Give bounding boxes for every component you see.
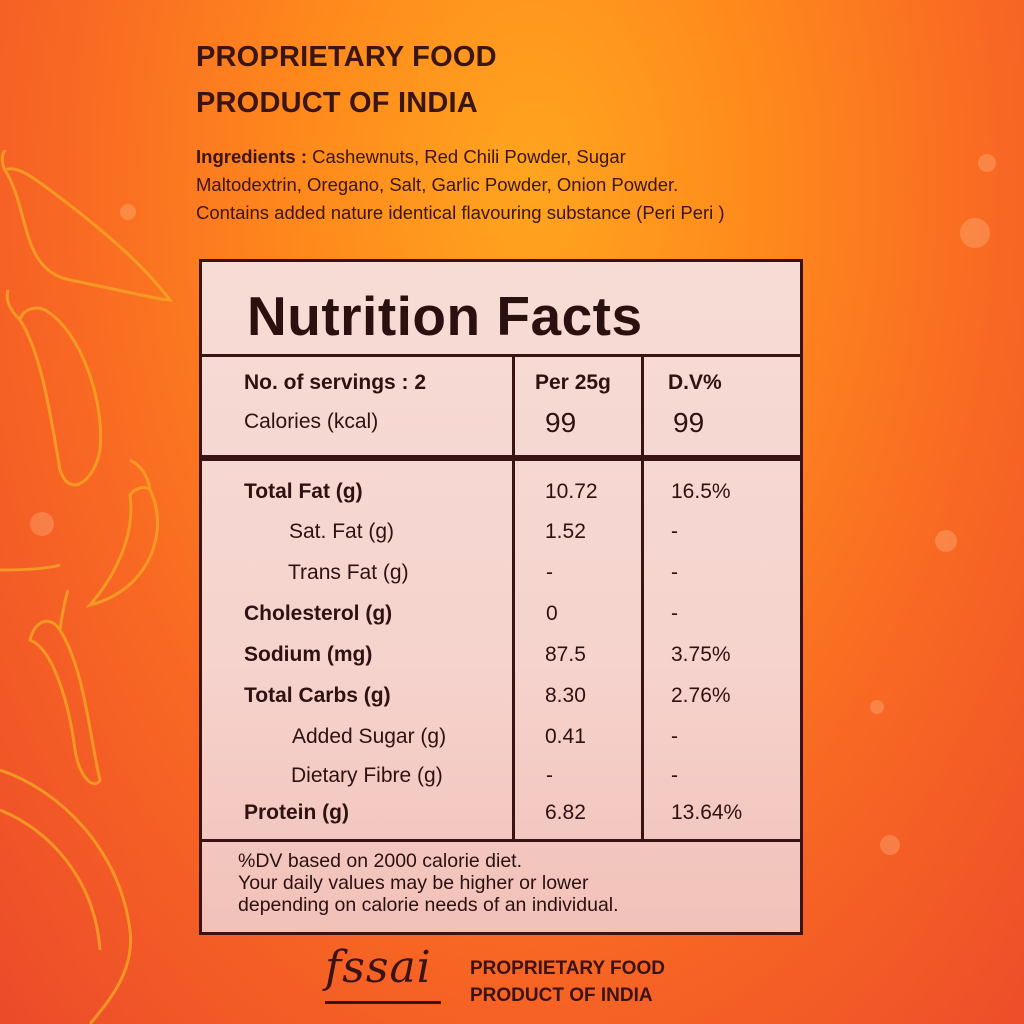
nutrient-dv: -	[671, 725, 678, 748]
nutrition-facts-panel: Nutrition Facts No. of servings : 2 Calo…	[199, 259, 803, 935]
nutrient-name: Total Carbs (g)	[244, 684, 391, 707]
nutrient-value: -	[546, 764, 553, 787]
nutrient-dv: -	[671, 561, 678, 584]
nutrient-value: 0	[546, 602, 558, 625]
nutrient-dv: 16.5%	[671, 480, 731, 503]
nutrient-value: 8.30	[545, 684, 586, 707]
header-line-2: PRODUCT OF INDIA	[196, 87, 478, 119]
nutrient-name: Added Sugar (g)	[292, 725, 447, 748]
footnote: %DV based on 2000 calorie diet. Your dai…	[238, 850, 619, 916]
servings-label: No. of servings : 2	[244, 371, 427, 394]
nutrient-dv: -	[671, 764, 678, 787]
column-divider	[641, 354, 644, 839]
nutrient-name: Total Fat (g)	[244, 480, 363, 503]
nutrient-name: Sodium (mg)	[244, 643, 373, 666]
ingredients: Ingredients : Cashewnuts, Red Chili Powd…	[196, 143, 725, 227]
ingredients-label: Ingredients :	[196, 146, 308, 167]
bokeh-dot	[880, 835, 900, 855]
section-divider	[202, 455, 800, 461]
calories-dv: 99	[673, 407, 705, 438]
footnote-line-2: Your daily values may be higher or lower	[238, 872, 589, 894]
bokeh-dot	[935, 530, 957, 552]
nutrient-dv: -	[671, 602, 678, 625]
nutrient-value: 1.52	[545, 520, 586, 543]
header-line-1: PROPRIETARY FOOD	[196, 41, 497, 73]
per-serving-label: Per 25g	[535, 371, 611, 394]
bokeh-dot	[978, 154, 996, 172]
nutrient-dv: 3.75%	[671, 643, 731, 666]
footer-line-1: PROPRIETARY FOOD	[470, 958, 665, 979]
nutrient-name: Sat. Fat (g)	[289, 520, 395, 543]
bokeh-dot	[960, 218, 990, 248]
nutrient-value: 10.72	[545, 480, 598, 503]
calories-label: Calories (kcal)	[244, 410, 379, 433]
bokeh-dot	[120, 204, 136, 220]
fssai-logo: fssai	[325, 942, 432, 993]
title-row: Nutrition Facts	[202, 262, 800, 357]
footnote-line-1: %DV based on 2000 calorie diet.	[238, 850, 523, 872]
footer-line-2: PRODUCT OF INDIA	[470, 985, 653, 1006]
dv-label: D.V%	[668, 371, 722, 394]
nutrient-value: 87.5	[545, 643, 586, 666]
bokeh-dot	[30, 512, 54, 536]
fssai-logo-underline	[325, 1001, 441, 1004]
nutrient-dv: -	[671, 520, 678, 543]
bokeh-dot	[870, 700, 884, 714]
nutrient-value: -	[546, 561, 553, 584]
calories-value: 99	[545, 407, 577, 438]
footnote-line-3: depending on calorie needs of an individ…	[238, 894, 619, 916]
ingredients-line-2: Maltodextrin, Oregano, Salt, Garlic Powd…	[196, 174, 679, 195]
ingredients-line-1: Cashewnuts, Red Chili Powder, Sugar	[307, 146, 626, 167]
nutrient-dv: 2.76%	[671, 684, 731, 707]
column-divider	[512, 354, 515, 839]
nutrient-name: Trans Fat (g)	[288, 561, 409, 584]
nutrient-value: 0.41	[545, 725, 586, 748]
nutrient-value: 6.82	[545, 801, 586, 824]
nutrient-name: Protein (g)	[244, 801, 349, 824]
nutrient-name: Cholesterol (g)	[244, 602, 393, 625]
chili-illustration	[0, 150, 174, 1024]
nutrient-dv: 13.64%	[671, 801, 743, 824]
footnote-divider	[202, 839, 800, 842]
header: PROPRIETARY FOOD PRODUCT OF INDIA	[196, 34, 497, 126]
footer-text: PROPRIETARY FOOD PRODUCT OF INDIA	[470, 955, 665, 1009]
ingredients-line-3: Contains added nature identical flavouri…	[196, 202, 725, 223]
nutrient-name: Dietary Fibre (g)	[291, 764, 443, 787]
nutrition-title: Nutrition Facts	[247, 285, 643, 347]
